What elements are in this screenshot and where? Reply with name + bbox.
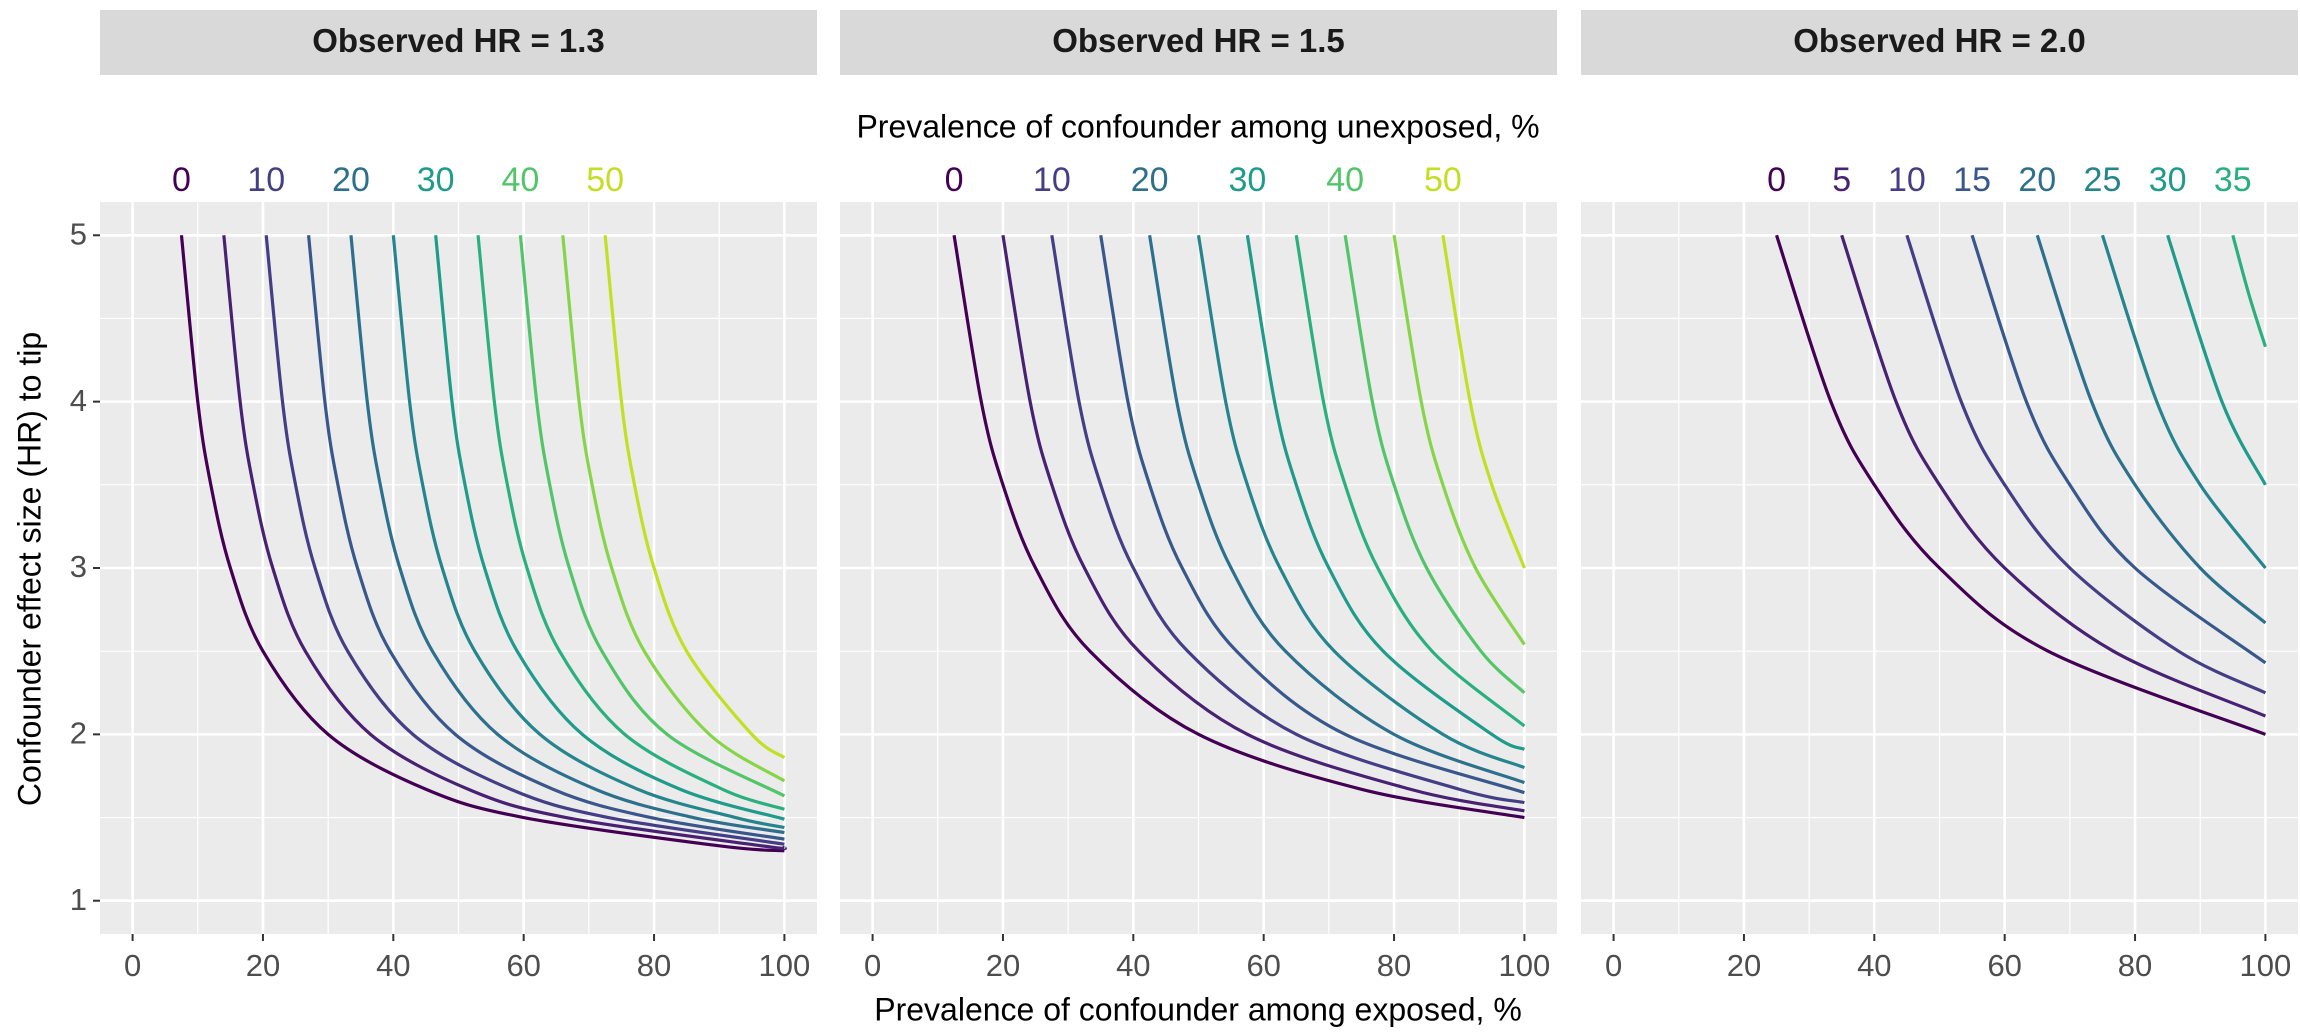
y-tick-label: 3 bbox=[70, 549, 87, 584]
curve bbox=[1050, 235, 1525, 805]
curve bbox=[306, 235, 785, 841]
x-tick-label: 100 bbox=[759, 948, 811, 983]
curve bbox=[1840, 234, 2267, 718]
curve bbox=[518, 235, 786, 798]
top-axis-title: Prevalence of confounder among unexposed… bbox=[856, 108, 1539, 144]
curve-label: 0 bbox=[1767, 161, 1786, 199]
curve bbox=[2100, 234, 2267, 569]
curve bbox=[1441, 235, 1526, 569]
curve bbox=[1001, 235, 1525, 813]
curve-label: 20 bbox=[1131, 161, 1169, 199]
curve bbox=[179, 235, 785, 853]
x-tick-label: 20 bbox=[986, 948, 1020, 983]
curve-label: 10 bbox=[247, 161, 285, 199]
strip bbox=[100, 10, 817, 75]
strip bbox=[1581, 10, 2298, 75]
curve bbox=[1196, 235, 1526, 770]
x-tick-label: 100 bbox=[2240, 948, 2292, 983]
x-tick-label: 40 bbox=[1116, 948, 1150, 983]
x-tick-label: 0 bbox=[1605, 948, 1622, 983]
x-tick-label: 100 bbox=[1499, 948, 1551, 983]
strip-title: Observed HR = 1.3 bbox=[312, 22, 605, 59]
curve-label: 20 bbox=[332, 161, 370, 199]
x-tick-label: 60 bbox=[1987, 948, 2021, 983]
curve bbox=[391, 235, 785, 830]
x-tick-label: 60 bbox=[506, 948, 540, 983]
curve bbox=[476, 235, 785, 811]
x-tick-label: 80 bbox=[637, 948, 671, 983]
x-tick-label: 60 bbox=[1246, 948, 1280, 983]
x-tick-label: 20 bbox=[1727, 948, 1761, 983]
curve bbox=[1343, 235, 1526, 694]
curve-label: 30 bbox=[1228, 161, 1266, 199]
curve bbox=[2166, 234, 2267, 486]
curve-label: 10 bbox=[1033, 161, 1071, 199]
y-axis-title: Confounder effect size (HR) to tip bbox=[11, 332, 47, 806]
curve-label: 30 bbox=[2149, 161, 2187, 199]
x-tick-label: 80 bbox=[1377, 948, 1411, 983]
y-tick-label: 5 bbox=[70, 216, 87, 251]
curve bbox=[1775, 234, 2266, 736]
curve bbox=[1392, 235, 1526, 646]
curve-label: 50 bbox=[1424, 161, 1462, 199]
strip-title: Observed HR = 1.5 bbox=[1052, 22, 1345, 59]
curve-label: 30 bbox=[417, 161, 455, 199]
curve-label: 40 bbox=[1326, 161, 1364, 199]
curve bbox=[434, 235, 785, 821]
curve bbox=[222, 235, 787, 851]
x-tick-label: 0 bbox=[864, 948, 881, 983]
curve bbox=[1905, 234, 2267, 695]
x-tick-label: 0 bbox=[124, 948, 141, 983]
curve-label: 50 bbox=[586, 161, 624, 199]
curve-label: 15 bbox=[1953, 161, 1991, 199]
curve bbox=[1099, 235, 1525, 795]
curve bbox=[603, 235, 786, 760]
curve-label: 35 bbox=[2214, 161, 2252, 199]
curve-label: 40 bbox=[502, 161, 540, 199]
x-tick-label: 40 bbox=[1857, 948, 1891, 983]
curve-label: 25 bbox=[2084, 161, 2122, 199]
curve bbox=[2231, 234, 2267, 348]
curve-label: 10 bbox=[1888, 161, 1926, 199]
curve-label: 20 bbox=[2018, 161, 2056, 199]
curve bbox=[1245, 235, 1526, 751]
strip-title: Observed HR = 2.0 bbox=[1793, 22, 2086, 59]
curve bbox=[349, 235, 785, 835]
x-axis-title: Prevalence of confounder among exposed, … bbox=[874, 991, 1522, 1027]
curve bbox=[952, 235, 1525, 820]
curve bbox=[561, 235, 786, 783]
curve-label: 0 bbox=[945, 161, 964, 199]
x-tick-label: 20 bbox=[246, 948, 280, 983]
strip bbox=[840, 10, 1557, 75]
y-tick-label: 4 bbox=[70, 383, 87, 418]
x-tick-label: 80 bbox=[2118, 948, 2152, 983]
curve-label: 5 bbox=[1832, 161, 1851, 199]
y-tick-label: 1 bbox=[70, 882, 87, 917]
curve bbox=[1970, 234, 2267, 665]
y-tick-label: 2 bbox=[70, 716, 87, 751]
curve bbox=[1294, 235, 1526, 728]
curve-label: 0 bbox=[172, 161, 191, 199]
curve bbox=[2035, 234, 2267, 625]
curve bbox=[1148, 235, 1525, 785]
x-tick-label: 40 bbox=[376, 948, 410, 983]
curve bbox=[264, 235, 785, 846]
